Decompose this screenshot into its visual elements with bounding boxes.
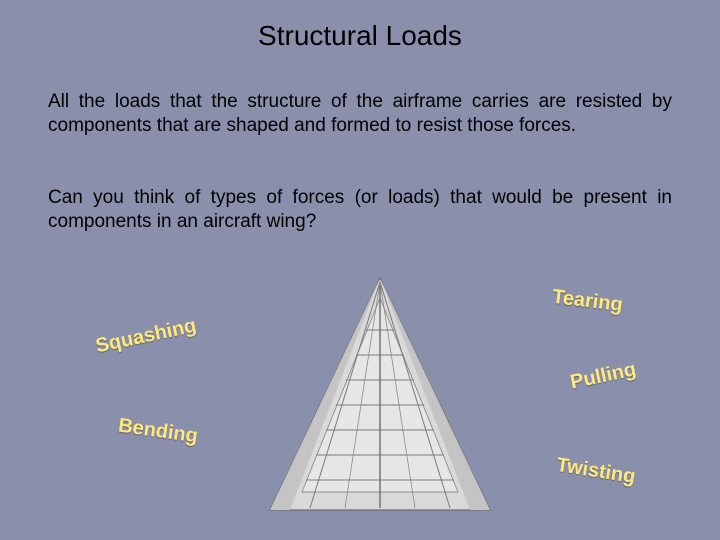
label-twisting: Twisting	[555, 454, 637, 489]
wing-structure-diagram	[250, 270, 510, 520]
label-tearing: Tearing	[551, 286, 624, 317]
wing-structure-svg	[250, 270, 510, 520]
body-paragraph-1: All the loads that the structure of the …	[48, 90, 672, 138]
label-pulling: Pulling	[568, 358, 638, 394]
body-paragraph-2: Can you think of types of forces (or loa…	[48, 186, 672, 234]
label-bending: Bending	[117, 415, 199, 449]
slide-title: Structural Loads	[0, 20, 720, 52]
label-squashing: Squashing	[94, 315, 199, 359]
slide: Structural Loads All the loads that the …	[0, 0, 720, 540]
